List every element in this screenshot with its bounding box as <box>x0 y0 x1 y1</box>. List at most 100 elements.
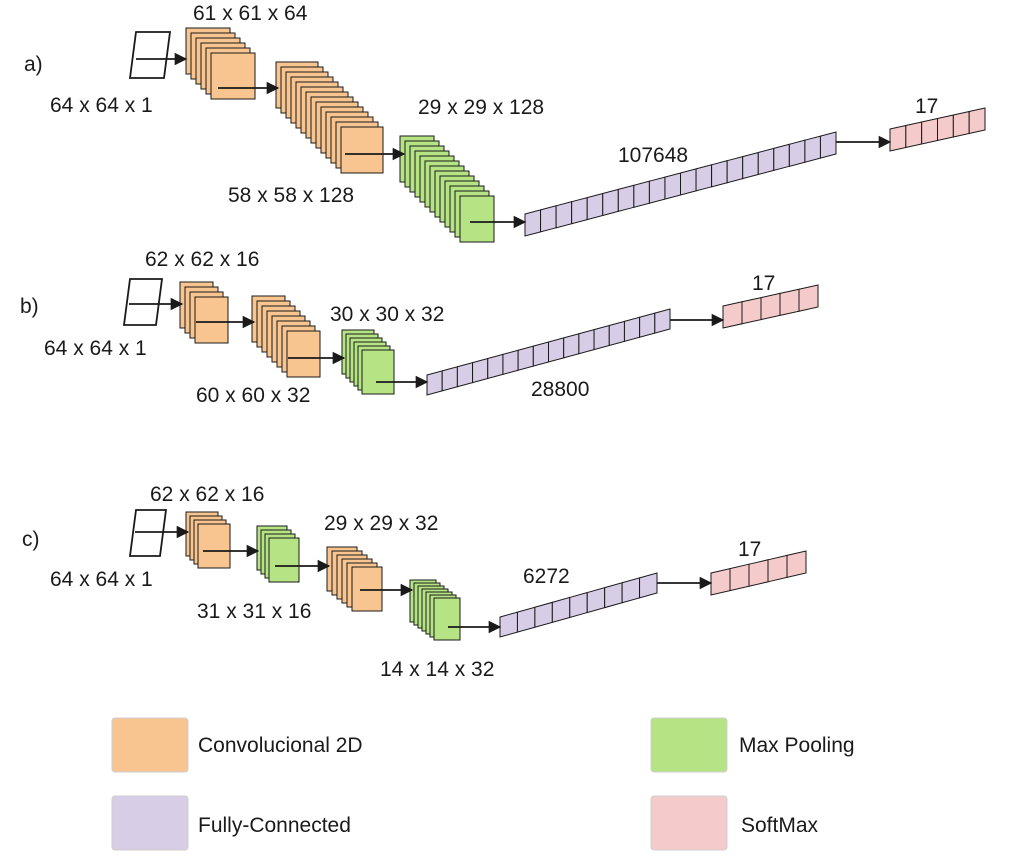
legend-fc-swatch <box>111 795 189 851</box>
a-fc-cell <box>742 151 759 180</box>
panel-b-conv1-label: 62 x 62 x 16 <box>145 248 259 271</box>
a-conv2-map <box>340 126 384 174</box>
a-sm-cell <box>952 110 970 138</box>
b-fc-cell <box>456 361 474 388</box>
a-fc-cell <box>680 168 697 196</box>
b-fc-cell <box>593 324 610 351</box>
a-fc-cell <box>633 180 650 208</box>
b-fc-cell <box>623 316 641 343</box>
panel-a-arrows <box>136 52 892 229</box>
c-fc-cell <box>534 601 553 628</box>
panel-c-label: c) <box>22 528 40 551</box>
c-fc-cell <box>499 611 518 638</box>
a-fc-cell <box>804 135 821 163</box>
a-fc-cell <box>711 160 728 188</box>
input-plane <box>128 509 168 557</box>
panel-b-conv2-label: 60 x 60 x 32 <box>196 384 310 407</box>
panel-c-conv2-stack <box>326 546 383 612</box>
b-pool1-map <box>361 349 395 395</box>
panel-a-conv1-label: 61 x 61 x 64 <box>193 2 308 25</box>
legend: Convolucional 2D Max Pooling Fully-Conne… <box>111 717 855 851</box>
b-sm-cell <box>722 301 743 329</box>
b-fc-cell <box>578 328 595 355</box>
c-pool2-map <box>433 597 461 641</box>
a-sm-cell <box>968 107 986 135</box>
panel-c-fc-layer <box>499 572 658 638</box>
panel-b-input-image <box>122 278 164 326</box>
c-fc-cell <box>569 591 588 619</box>
a-conv1-map <box>210 52 256 100</box>
a-fc-cell <box>540 205 557 233</box>
input-plane <box>122 278 164 326</box>
panel-a-pool1-stack <box>399 135 495 243</box>
panel-a-input-image <box>128 31 172 79</box>
b-fc-cell <box>426 370 443 396</box>
c-sm-cell <box>786 550 807 579</box>
panel-a-label: a) <box>24 53 43 76</box>
a-fc-cell <box>788 139 806 167</box>
b-sm-cell <box>779 288 800 317</box>
b-sm-cell <box>798 284 819 312</box>
b-fc-cell <box>532 341 549 367</box>
a-fc-cell <box>571 196 588 225</box>
a-fc-cell <box>726 155 744 184</box>
panel-a-fc-layer <box>524 131 837 237</box>
panel-a-conv2-stack <box>275 61 384 174</box>
panel-c-pool1-label: 31 x 31 x 16 <box>197 600 311 623</box>
panel-b-fc-layer <box>426 308 671 396</box>
b-fc-cell <box>639 312 656 338</box>
panel-a-pool1-label: 29 x 29 x 128 <box>418 96 544 119</box>
c-sm-cell <box>710 567 731 596</box>
c-pool1-map <box>268 537 300 583</box>
a-fc-cell <box>757 147 775 176</box>
c-conv2-map <box>351 566 383 612</box>
panel-b-pool1-label: 30 x 30 x 32 <box>330 303 444 326</box>
legend-conv-swatch <box>111 717 189 773</box>
a-fc-cell <box>555 201 573 229</box>
panel-c-pool2-label: 14 x 14 x 32 <box>380 658 494 681</box>
panel-c-pool2-stack <box>409 579 461 641</box>
panel-a-fc-label: 107648 <box>618 144 688 167</box>
panel-c-fc-label: 6272 <box>523 565 570 588</box>
panel-b-softmax-layer <box>722 284 819 329</box>
b-fc-cell <box>441 366 458 392</box>
panel-c-conv2-label: 29 x 29 x 32 <box>324 512 438 535</box>
a-sm-cell <box>905 121 923 149</box>
input-plane <box>128 31 172 79</box>
panel-b-pool1-stack <box>341 329 395 395</box>
panel-c-softmax-label: 17 <box>738 538 761 561</box>
a-fc-cell <box>819 131 837 159</box>
a-fc-cell <box>524 209 542 237</box>
a-pool1-map <box>459 195 495 243</box>
c-fc-cell <box>621 577 641 604</box>
b-conv1-map <box>194 296 229 344</box>
a-sm-cell <box>937 114 954 142</box>
b-sm-cell <box>741 296 762 325</box>
legend-pool-swatch <box>650 717 728 773</box>
b-sm-cell <box>760 292 781 321</box>
panel-c-softmax-layer <box>710 550 807 596</box>
panel-c: c) 64 x 64 x 1 62 x 62 x 16 31 x 31 x 16… <box>22 483 807 681</box>
c-fc-cell <box>586 587 606 614</box>
b-fc-cell <box>472 357 489 384</box>
c-sm-cell <box>729 563 750 592</box>
a-fc-cell <box>695 164 713 192</box>
a-fc-cell <box>773 143 790 172</box>
c-fc-cell <box>516 606 536 633</box>
legend-pool-label: Max Pooling <box>739 734 855 757</box>
panel-b: b) 64 x 64 x 1 62 x 62 x 16 60 x 60 x 32… <box>20 248 819 407</box>
b-conv2-map <box>286 330 321 378</box>
b-fc-cell <box>563 333 580 359</box>
b-fc-cell <box>487 353 504 380</box>
a-sm-cell <box>921 117 938 145</box>
panel-b-conv1-stack <box>179 281 229 344</box>
legend-conv-label: Convolucional 2D <box>198 734 363 757</box>
panel-a-softmax-label: 17 <box>915 95 938 118</box>
panel-b-softmax-label: 17 <box>752 272 775 295</box>
c-fc-cell <box>639 572 658 599</box>
panel-b-fc-label: 28800 <box>531 378 589 401</box>
panel-a-softmax-layer <box>889 107 986 152</box>
legend-fc-label: Fully-Connected <box>198 814 351 837</box>
c-conv1-map <box>197 523 231 569</box>
